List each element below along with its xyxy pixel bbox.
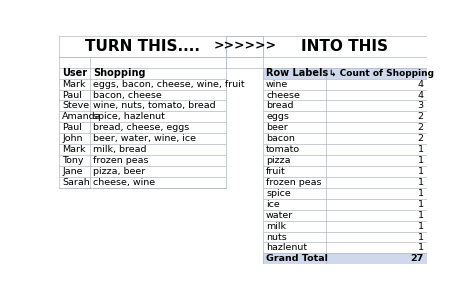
Text: 4: 4 xyxy=(418,91,424,99)
Text: beer, water, wine, ice: beer, water, wine, ice xyxy=(93,134,196,143)
Text: hazlenut: hazlenut xyxy=(266,244,307,252)
Text: 3: 3 xyxy=(418,102,424,110)
Text: Paul: Paul xyxy=(62,91,82,99)
Text: bacon, cheese: bacon, cheese xyxy=(93,91,162,99)
Text: bacon: bacon xyxy=(266,134,295,143)
Bar xyxy=(263,68,427,79)
Text: eggs: eggs xyxy=(266,112,289,121)
Text: Row Labels: Row Labels xyxy=(266,68,328,78)
Text: pizza: pizza xyxy=(266,156,291,165)
Text: 1: 1 xyxy=(418,211,424,220)
Text: 1: 1 xyxy=(418,200,424,209)
Text: 4: 4 xyxy=(418,80,424,89)
Text: 2: 2 xyxy=(418,112,424,121)
Text: 1: 1 xyxy=(418,145,424,154)
Text: frozen peas: frozen peas xyxy=(93,156,149,165)
Text: Tony: Tony xyxy=(62,156,84,165)
Text: milk: milk xyxy=(266,222,286,230)
Text: beer: beer xyxy=(266,123,288,132)
Text: 27: 27 xyxy=(410,254,424,263)
Text: cheese: cheese xyxy=(266,91,300,99)
Text: Mark: Mark xyxy=(62,80,86,89)
Text: ice: ice xyxy=(266,200,280,209)
Text: 1: 1 xyxy=(418,189,424,198)
Text: wine: wine xyxy=(266,80,288,89)
Text: Mark: Mark xyxy=(62,145,86,154)
Bar xyxy=(263,253,427,264)
Text: 2: 2 xyxy=(418,134,424,143)
Text: spice, hazlenut: spice, hazlenut xyxy=(93,112,165,121)
Text: User: User xyxy=(62,68,87,78)
Text: John: John xyxy=(62,134,82,143)
Text: bread, cheese, eggs: bread, cheese, eggs xyxy=(93,123,190,132)
Text: Paul: Paul xyxy=(62,123,82,132)
Text: wine, nuts, tomato, bread: wine, nuts, tomato, bread xyxy=(93,102,216,110)
Text: frozen peas: frozen peas xyxy=(266,178,321,187)
Text: Amanda: Amanda xyxy=(62,112,102,121)
Text: Shopping: Shopping xyxy=(93,68,146,78)
Text: cheese, wine: cheese, wine xyxy=(93,178,155,187)
Text: ↳ Count of Shopping: ↳ Count of Shopping xyxy=(328,69,434,78)
Text: nuts: nuts xyxy=(266,233,287,241)
Text: TURN THIS....: TURN THIS.... xyxy=(85,39,201,54)
Text: 1: 1 xyxy=(418,233,424,241)
Text: pizza, beer: pizza, beer xyxy=(93,167,146,176)
Text: 1: 1 xyxy=(418,167,424,176)
Text: >>>>>>: >>>>>> xyxy=(213,40,276,53)
Text: 1: 1 xyxy=(418,222,424,230)
Text: Grand Total: Grand Total xyxy=(266,254,328,263)
Text: bread: bread xyxy=(266,102,293,110)
Text: water: water xyxy=(266,211,293,220)
Text: Steve: Steve xyxy=(62,102,89,110)
Text: fruit: fruit xyxy=(266,167,286,176)
Text: spice: spice xyxy=(266,189,291,198)
Text: milk, bread: milk, bread xyxy=(93,145,147,154)
Text: 1: 1 xyxy=(418,178,424,187)
Text: eggs, bacon, cheese, wine, fruit: eggs, bacon, cheese, wine, fruit xyxy=(93,80,245,89)
Text: 2: 2 xyxy=(418,123,424,132)
Text: Jane: Jane xyxy=(62,167,82,176)
Text: INTO THIS: INTO THIS xyxy=(301,39,388,54)
Text: 1: 1 xyxy=(418,156,424,165)
Text: 1: 1 xyxy=(418,244,424,252)
Text: tomato: tomato xyxy=(266,145,300,154)
Text: Sarah: Sarah xyxy=(62,178,90,187)
